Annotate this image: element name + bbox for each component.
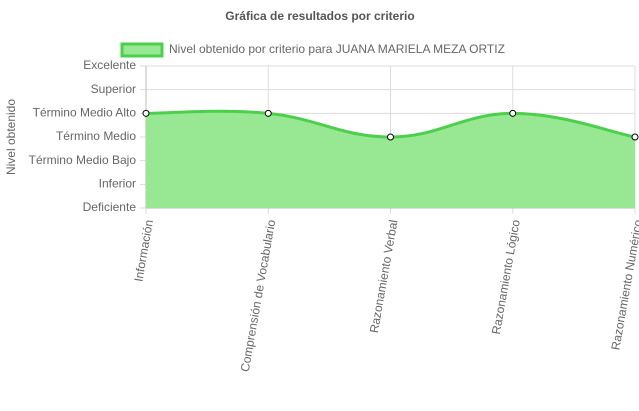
- point: [509, 109, 517, 117]
- x-tick-label: Comprensión de Vocabulario: [238, 218, 279, 373]
- point: [142, 109, 150, 117]
- point: [387, 133, 394, 141]
- y-tick-label: Inferior: [99, 177, 136, 191]
- y-tick-label: Superior: [91, 82, 136, 96]
- x-tick-label: Razonamiento Verbal: [367, 219, 401, 334]
- point: [631, 133, 639, 141]
- x-tick-label: Información: [131, 219, 156, 283]
- y-tick-label: Deficiente: [83, 200, 137, 214]
- y-tick-label: Término Medio Bajo: [29, 153, 137, 167]
- y-tick-label: Excelente: [83, 58, 136, 72]
- chart-title: Gráfica de resultados por criterio: [225, 9, 414, 23]
- y-tick-label: Término Medio: [56, 129, 136, 143]
- x-tick-label: Razonamiento Numérico: [608, 218, 639, 351]
- point: [264, 109, 272, 117]
- area: [146, 111, 635, 208]
- y-axis-title: Nivel obtenido: [4, 99, 18, 175]
- legend-label: Nivel obtenido por criterio para JUANA M…: [169, 42, 505, 56]
- y-tick-label: Término Medio Alto: [33, 106, 137, 120]
- legend-swatch: [120, 42, 164, 58]
- x-tick-label: Razonamiento Lógico: [489, 218, 523, 335]
